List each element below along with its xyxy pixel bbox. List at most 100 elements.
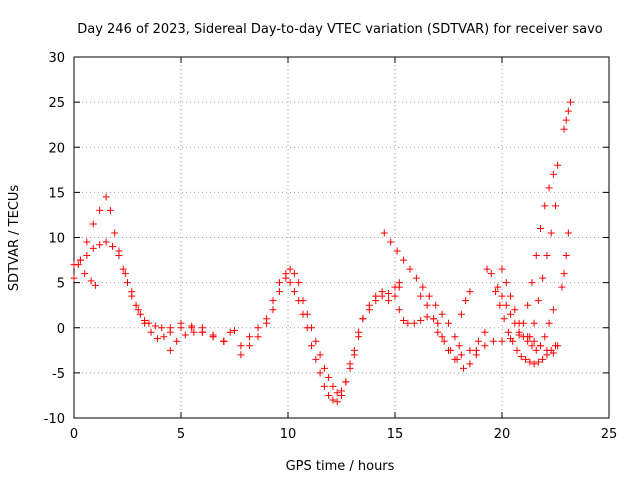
grid-lines bbox=[74, 57, 609, 418]
data-point bbox=[457, 351, 465, 359]
data-point bbox=[487, 270, 495, 278]
data-point bbox=[438, 333, 446, 341]
data-point bbox=[519, 333, 527, 341]
data-point bbox=[457, 310, 465, 318]
data-point bbox=[177, 324, 185, 332]
data-point bbox=[522, 355, 530, 363]
data-point bbox=[517, 353, 525, 361]
chart-title: Day 246 of 2023, Sidereal Day-to-day VTE… bbox=[77, 22, 603, 37]
data-point bbox=[81, 270, 89, 278]
data-point bbox=[481, 328, 489, 336]
data-point bbox=[543, 252, 551, 260]
data-point bbox=[530, 360, 538, 368]
data-point bbox=[534, 358, 542, 366]
data-point bbox=[459, 364, 467, 372]
data-point bbox=[453, 355, 461, 363]
data-point bbox=[286, 265, 294, 273]
data-point bbox=[147, 328, 155, 336]
data-point bbox=[119, 265, 127, 273]
data-point bbox=[96, 241, 104, 249]
data-point bbox=[549, 170, 557, 178]
data-point bbox=[455, 342, 463, 350]
data-point bbox=[89, 244, 97, 252]
data-point bbox=[87, 277, 95, 285]
data-point bbox=[290, 288, 298, 296]
data-point bbox=[502, 279, 510, 287]
data-point bbox=[380, 229, 388, 237]
data-point bbox=[526, 333, 534, 341]
y-tick-label: -10 bbox=[44, 412, 65, 427]
data-point bbox=[106, 206, 114, 214]
data-point bbox=[530, 337, 538, 345]
data-point bbox=[173, 337, 181, 345]
data-point bbox=[329, 382, 337, 390]
data-point bbox=[91, 281, 99, 289]
data-point bbox=[124, 279, 131, 287]
data-point bbox=[445, 319, 452, 327]
data-point bbox=[466, 360, 474, 368]
data-point bbox=[472, 346, 480, 354]
data-point bbox=[528, 279, 536, 287]
data-point bbox=[312, 355, 320, 363]
data-point bbox=[423, 301, 431, 309]
data-point bbox=[387, 238, 395, 246]
data-point bbox=[564, 229, 572, 237]
data-point bbox=[290, 270, 298, 278]
data-point bbox=[160, 333, 168, 341]
data-point bbox=[76, 256, 84, 264]
data-point bbox=[432, 301, 440, 309]
data-point bbox=[562, 252, 570, 260]
data-point bbox=[395, 306, 403, 314]
data-point bbox=[269, 297, 277, 305]
data-point bbox=[220, 337, 228, 345]
data-point bbox=[466, 288, 474, 296]
data-point bbox=[102, 193, 110, 201]
x-tick-label: 20 bbox=[494, 427, 511, 442]
y-tick-label: 15 bbox=[48, 186, 65, 201]
data-point bbox=[190, 328, 198, 336]
data-point bbox=[419, 283, 427, 291]
data-point bbox=[231, 326, 238, 334]
data-point bbox=[342, 378, 350, 386]
data-point bbox=[474, 337, 482, 345]
data-point bbox=[308, 342, 316, 350]
data-point bbox=[507, 292, 515, 300]
data-point bbox=[115, 252, 123, 260]
data-point bbox=[132, 301, 140, 309]
data-point bbox=[102, 238, 110, 246]
data-point bbox=[121, 270, 129, 278]
data-point bbox=[451, 333, 459, 341]
data-point bbox=[417, 317, 425, 325]
data-point bbox=[254, 333, 262, 341]
data-point bbox=[181, 331, 189, 339]
data-point bbox=[412, 274, 420, 282]
data-point bbox=[269, 306, 277, 314]
data-point bbox=[509, 337, 517, 345]
data-point bbox=[410, 319, 418, 327]
data-point bbox=[498, 337, 506, 345]
data-point bbox=[109, 243, 117, 251]
data-point bbox=[498, 265, 506, 273]
data-point bbox=[395, 283, 403, 291]
x-tick-label: 15 bbox=[387, 427, 404, 442]
data-point bbox=[500, 315, 508, 323]
data-point bbox=[166, 346, 174, 354]
data-point bbox=[545, 184, 553, 192]
data-point bbox=[494, 283, 502, 291]
data-point bbox=[558, 283, 566, 291]
data-point bbox=[417, 292, 425, 300]
y-tick-label: 5 bbox=[57, 277, 65, 292]
data-point bbox=[502, 301, 510, 309]
data-point bbox=[245, 333, 253, 341]
data-point bbox=[528, 342, 536, 350]
data-point bbox=[545, 319, 553, 327]
data-point bbox=[263, 315, 271, 323]
y-tick-label: -5 bbox=[52, 367, 65, 382]
data-point bbox=[466, 346, 474, 354]
data-point bbox=[539, 355, 547, 363]
data-point bbox=[282, 274, 290, 282]
data-point bbox=[511, 306, 519, 314]
data-point bbox=[541, 202, 549, 210]
data-point bbox=[333, 398, 341, 406]
data-point bbox=[552, 342, 559, 350]
